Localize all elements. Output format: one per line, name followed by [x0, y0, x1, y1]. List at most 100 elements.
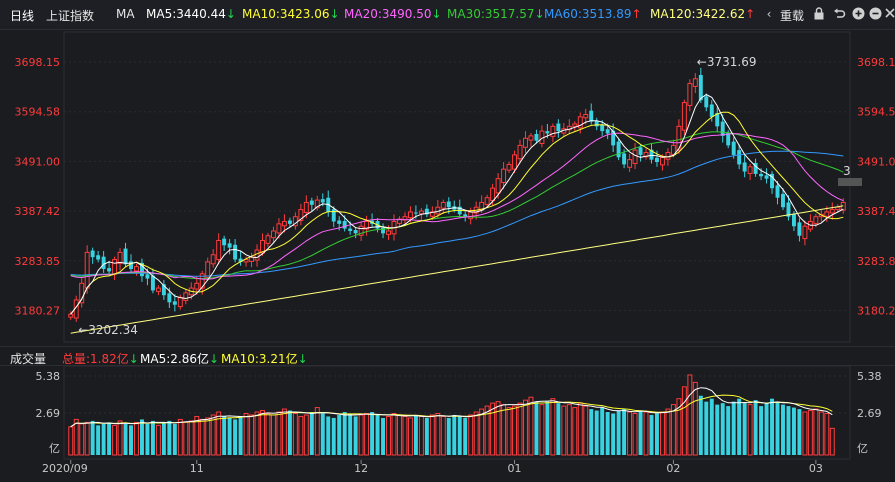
volume-bar-down: [381, 417, 386, 455]
volume-tick-label: 亿: [49, 442, 60, 455]
candle-body-down: [638, 147, 643, 155]
volume-bar-down: [452, 414, 457, 455]
candle-body-down: [463, 214, 468, 217]
volume-bar-up: [155, 424, 161, 456]
undo-icon[interactable]: [832, 7, 846, 21]
candle-body-up: [205, 261, 211, 279]
candle-body-up: [676, 125, 682, 151]
ma120-readout: MA120:3422.62↑: [650, 7, 756, 21]
candle-body-up: [386, 230, 391, 235]
zoom-out-icon[interactable]: [868, 7, 882, 21]
volume-bar-up: [84, 421, 90, 456]
down-arrow-icon: ↓: [225, 7, 236, 21]
candle-body-down: [770, 173, 775, 189]
volume-bar-down: [233, 419, 238, 455]
volume-title: 成交量: [10, 352, 47, 366]
volume-bar-down: [129, 425, 133, 455]
price-tick-label: 3491.00: [15, 155, 61, 168]
candle-body-down: [726, 133, 731, 146]
candle-body-down: [600, 124, 605, 132]
volume-bar-up: [260, 410, 265, 456]
ma20-line: [70, 132, 844, 280]
volume-bar-up: [572, 407, 578, 456]
candle-body-up: [243, 259, 249, 263]
volume-bar-up: [495, 401, 501, 456]
close-icon[interactable]: [883, 7, 895, 21]
volume-bar-up: [79, 423, 85, 456]
candle-body-up: [314, 199, 320, 209]
volume-bar-up: [561, 405, 567, 456]
candle-body-down: [172, 301, 177, 305]
price-tick-label-right: 3698.15: [857, 56, 895, 69]
candle-body-down: [233, 244, 238, 260]
candle-body-down: [129, 261, 133, 270]
candle-body-up: [407, 211, 413, 219]
volume-bar-down: [227, 417, 232, 455]
volume-ma5: MA5:2.86亿↓: [140, 352, 220, 366]
candle-body-down: [96, 255, 101, 260]
volume-bar-up: [824, 413, 830, 456]
volume-bar-up: [112, 424, 118, 456]
volume-bar-up: [314, 407, 320, 456]
volume-bar-up: [386, 415, 391, 456]
candle-body-down: [622, 153, 627, 165]
candle-body-down: [238, 258, 243, 262]
volume-bar-down: [222, 416, 227, 455]
candle-body-up: [249, 256, 255, 262]
price-tick-label-right: 3594.5: [857, 106, 895, 119]
candle-body-down: [534, 133, 539, 141]
candle-body-up: [265, 235, 271, 244]
index-name[interactable]: 上证指数: [46, 9, 95, 23]
volume-bar-down: [600, 407, 605, 455]
last-price-marker: [838, 178, 862, 186]
x-tick-label: 12: [354, 462, 368, 475]
candle-body-down: [589, 110, 594, 122]
candle-body-down: [123, 248, 128, 265]
candle-body-down: [348, 228, 353, 231]
volume-bar-down: [413, 414, 418, 455]
volume-bar-up: [681, 386, 687, 456]
candle-body-down: [704, 96, 709, 108]
volume-bar-up: [364, 413, 370, 456]
volume-bar-up: [550, 398, 556, 456]
volume-bar-down: [172, 423, 177, 455]
volume-bar-down: [781, 404, 785, 455]
volume-bar-down: [348, 413, 353, 455]
candle-body-up: [440, 201, 446, 209]
candle-body-up: [501, 168, 507, 183]
reload-button[interactable]: 重载: [780, 9, 805, 23]
volume-bar-up: [643, 411, 649, 456]
volume-bar-up: [659, 411, 665, 456]
zoom-in-icon[interactable]: [851, 7, 865, 21]
lock-icon[interactable]: [812, 7, 826, 21]
volume-bar-down: [770, 398, 775, 455]
candle-body-down: [107, 268, 112, 272]
tab-daily[interactable]: 日线: [10, 9, 35, 23]
volume-bar-down: [742, 403, 747, 455]
price-tick-label-right: 3180.2: [857, 305, 895, 318]
candle-body-up: [68, 313, 74, 318]
volume-bar-up: [402, 415, 408, 456]
chevron-left-icon[interactable]: ‹: [766, 7, 772, 21]
candle-body-down: [320, 199, 325, 203]
volume-bar-up: [199, 418, 205, 456]
top-toolbar: 日线 上证指数 MA MA5:3440.44↓ MA10:3423.06↓ MA…: [0, 0, 895, 30]
candle-body-up: [183, 292, 189, 301]
ma5-readout: MA5:3440.44↓: [146, 7, 236, 21]
volume-bar-down: [96, 425, 101, 455]
candle-body-down: [381, 227, 386, 234]
volume-bar-up: [243, 413, 249, 456]
volume-bar-down: [622, 409, 627, 455]
volume-bar-down: [720, 403, 725, 455]
candle-body-down: [737, 150, 742, 165]
volume-bar-up: [523, 399, 528, 456]
candle-body-down: [764, 175, 769, 179]
candle-body-up: [364, 220, 370, 230]
volume-bar-down: [611, 413, 616, 455]
volume-bar-up: [813, 408, 819, 456]
volume-bar-up: [512, 405, 518, 456]
candle-body-down: [413, 212, 418, 214]
down-arrow-icon: ↓: [128, 352, 139, 366]
candle-body-up: [829, 209, 835, 214]
